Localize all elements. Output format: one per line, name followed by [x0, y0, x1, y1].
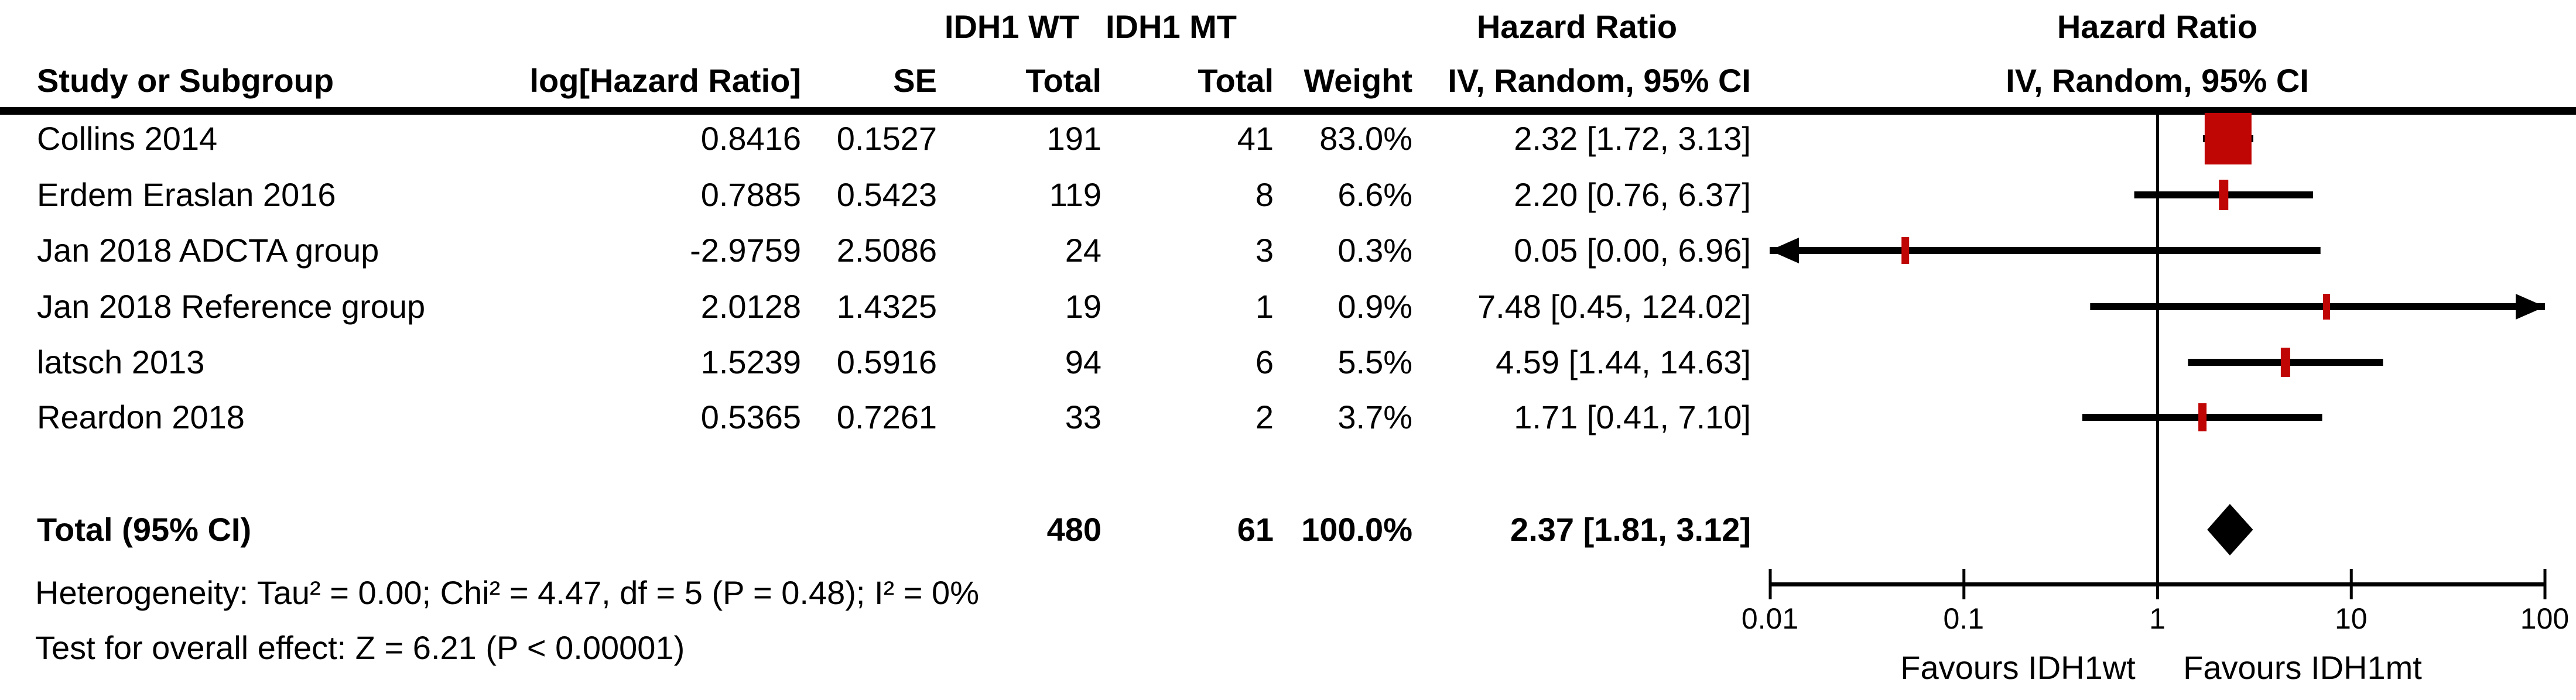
study-row-1-cell-4: 8 [1255, 176, 1274, 213]
study-row-2-cell-4: 3 [1255, 232, 1274, 269]
study-row-5-cell-6: 1.71 [0.41, 7.10] [1514, 399, 1751, 435]
plot-column-header-ci: IV, Random, 95% CI [2006, 62, 2309, 99]
column-header-ci: IV, Random, 95% CI [1448, 62, 1751, 99]
column-header-total-wt: Total [1025, 62, 1101, 99]
study-row-1-cell-0: Erdem Eraslan 2016 [37, 176, 336, 213]
effect-marker-5 [2198, 403, 2207, 431]
x-axis-tick-label-0: 0.01 [1741, 602, 1799, 635]
study-row-4-cell-3: 94 [1065, 344, 1101, 380]
study-row-5-cell-2: 0.7261 [836, 399, 937, 435]
study-row-1-cell-2: 0.5423 [836, 176, 937, 213]
ci-arrow-right-3 [2516, 294, 2545, 320]
study-row-0-cell-6: 2.32 [1.72, 3.13] [1514, 120, 1751, 157]
null-effect-line [2156, 113, 2159, 584]
study-row-2-cell-2: 2.5086 [836, 232, 937, 269]
study-row-1-cell-5: 6.6% [1337, 176, 1412, 213]
study-row-3-cell-2: 1.4325 [836, 288, 937, 325]
total-row-cell-5: 100.0% [1301, 511, 1412, 548]
overall-effect-text: Test for overall effect: Z = 6.21 (P < 0… [35, 629, 685, 666]
effect-marker-2 [1901, 237, 1910, 264]
x-axis-tick-0 [1768, 569, 1772, 599]
x-axis-tick-label-4: 100 [2520, 602, 2570, 635]
study-row-5-cell-5: 3.7% [1337, 399, 1412, 435]
total-row-cell-0: Total (95% CI) [37, 511, 252, 548]
study-row-2-cell-5: 0.3% [1337, 232, 1412, 269]
study-row-2-cell-1: -2.9759 [690, 232, 801, 269]
pooled-diamond [2207, 504, 2253, 555]
study-row-3-cell-5: 0.9% [1337, 288, 1412, 325]
heterogeneity-text: Heterogeneity: Tau² = 0.00; Chi² = 4.47,… [35, 574, 979, 611]
favours-right-label: Favours IDH1mt [2183, 649, 2422, 686]
study-row-4-cell-1: 1.5239 [700, 344, 801, 380]
column-group-header-idh1wt: IDH1 WT [944, 8, 1080, 45]
ci-line-2 [1770, 247, 2321, 254]
study-row-3-cell-6: 7.48 [0.45, 124.02] [1477, 288, 1751, 325]
study-row-0-cell-4: 41 [1237, 120, 1274, 157]
x-axis-tick-label-1: 0.1 [1943, 602, 1985, 635]
study-row-0-cell-1: 0.8416 [700, 120, 801, 157]
x-axis-tick-1 [1962, 569, 1966, 599]
x-axis-tick-label-2: 1 [2149, 602, 2166, 635]
column-header-study: Study or Subgroup [37, 62, 334, 99]
ci-line-3 [2090, 303, 2545, 310]
study-row-2-cell-3: 24 [1065, 232, 1101, 269]
study-row-4-cell-5: 5.5% [1337, 344, 1412, 380]
study-row-0-cell-0: Collins 2014 [37, 120, 218, 157]
study-row-0-cell-2: 0.1527 [836, 120, 937, 157]
effect-marker-0 [2204, 113, 2252, 164]
study-row-3-cell-1: 2.0128 [700, 288, 801, 325]
column-header-se: SE [893, 62, 937, 99]
study-row-0-cell-3: 191 [1046, 120, 1101, 157]
study-row-1-cell-1: 0.7885 [700, 176, 801, 213]
column-header-weight: Weight [1304, 62, 1412, 99]
header-divider-rule [0, 107, 2576, 115]
study-row-3-cell-3: 19 [1065, 288, 1101, 325]
column-header-loghr: log[Hazard Ratio] [529, 62, 801, 99]
study-row-3-cell-0: Jan 2018 Reference group [37, 288, 426, 325]
study-row-2-cell-0: Jan 2018 ADCTA group [37, 232, 379, 269]
plot-column-title: Hazard Ratio [2057, 8, 2258, 45]
total-row-cell-3: 480 [1046, 511, 1101, 548]
study-row-0-cell-5: 83.0% [1319, 120, 1412, 157]
study-row-4-cell-4: 6 [1255, 344, 1274, 380]
column-group-header-idh1mt: IDH1 MT [1106, 8, 1237, 45]
effect-marker-1 [2219, 180, 2229, 210]
study-row-1-cell-3: 119 [1049, 176, 1101, 213]
effect-marker-4 [2280, 348, 2290, 377]
study-row-1-cell-6: 2.20 [0.76, 6.37] [1514, 176, 1751, 213]
effect-marker-3 [2323, 294, 2331, 320]
column-header-total-mt: Total [1198, 62, 1274, 99]
x-axis-tick-label-3: 10 [2334, 602, 2368, 635]
study-row-4-cell-0: latsch 2013 [37, 344, 205, 380]
study-row-5-cell-1: 0.5365 [700, 399, 801, 435]
study-row-5-cell-3: 33 [1065, 399, 1101, 435]
total-row-cell-4: 61 [1237, 511, 1274, 548]
study-row-5-cell-0: Reardon 2018 [37, 399, 245, 435]
x-axis-tick-3 [2349, 569, 2353, 599]
x-axis-tick-2 [2156, 569, 2159, 599]
total-row-cell-6: 2.37 [1.81, 3.12] [1510, 511, 1751, 548]
study-row-5-cell-4: 2 [1255, 399, 1274, 435]
ci-arrow-left-2 [1770, 238, 1799, 263]
stat-column-title: Hazard Ratio [1476, 8, 1678, 45]
x-axis-tick-4 [2543, 569, 2547, 599]
study-row-2-cell-6: 0.05 [0.00, 6.96] [1514, 232, 1751, 269]
study-row-4-cell-6: 4.59 [1.44, 14.63] [1496, 344, 1751, 380]
study-row-3-cell-4: 1 [1255, 288, 1274, 325]
favours-left-label: Favours IDH1wt [1900, 649, 2136, 686]
study-row-4-cell-2: 0.5916 [836, 344, 937, 380]
